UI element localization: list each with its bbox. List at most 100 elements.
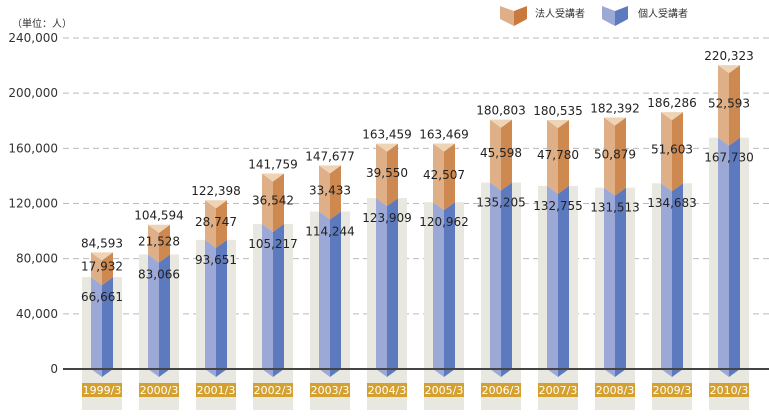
legend-item-corporate: 法人受講者 bbox=[500, 6, 585, 26]
bar-cap bbox=[376, 143, 398, 152]
bar-cap bbox=[262, 173, 284, 182]
bar-cap bbox=[91, 252, 113, 261]
bar-corporate-right bbox=[387, 143, 398, 207]
bar-individual-right bbox=[330, 211, 341, 377]
bar-individual-right bbox=[387, 198, 398, 377]
total-label: 163,469 bbox=[419, 128, 469, 142]
bar-individual-left bbox=[262, 223, 273, 377]
bar-cap bbox=[604, 117, 626, 126]
category-label: 2002/3 bbox=[254, 384, 293, 397]
bar-individual-right bbox=[729, 137, 740, 377]
bar-corporate-left bbox=[718, 65, 729, 146]
corporate-value-label: 33,433 bbox=[309, 183, 351, 197]
corporate-value-label: 21,528 bbox=[138, 235, 180, 249]
bar-corporate-right bbox=[330, 165, 341, 220]
bar-individual-left bbox=[718, 137, 729, 377]
corporate-value-label: 42,507 bbox=[423, 168, 465, 182]
bar-corporate-right bbox=[444, 143, 455, 211]
total-label: 220,323 bbox=[704, 49, 754, 63]
category-label-bg bbox=[538, 383, 578, 397]
unit-label: （単位：人） bbox=[12, 17, 72, 30]
category-label-bg bbox=[310, 383, 350, 397]
corporate-value-label: 39,550 bbox=[366, 166, 408, 180]
legend-label-corporate: 法人受講者 bbox=[535, 7, 585, 20]
total-label: 84,593 bbox=[81, 236, 123, 250]
individual-value-label: 135,205 bbox=[476, 196, 526, 210]
bar-corporate-left bbox=[91, 252, 102, 286]
bar-cap bbox=[148, 224, 170, 233]
corporate-value-label: 52,593 bbox=[708, 96, 750, 110]
bar-corporate-left bbox=[376, 143, 387, 207]
legend-label-individual: 個人受講者 bbox=[638, 7, 688, 20]
corporate-value-label: 28,747 bbox=[195, 215, 237, 229]
total-label: 122,398 bbox=[191, 184, 241, 198]
bar-individual-right bbox=[444, 202, 455, 377]
category-label: 2005/3 bbox=[425, 384, 464, 397]
category-label: 2006/3 bbox=[482, 384, 521, 397]
bar-corporate-left bbox=[604, 117, 615, 196]
bar-corporate-right bbox=[159, 224, 170, 263]
individual-value-label: 134,683 bbox=[647, 196, 697, 210]
bar-individual-left bbox=[490, 182, 501, 377]
individual-value-label: 167,730 bbox=[704, 151, 754, 165]
category-label-bg bbox=[481, 383, 521, 397]
bar-corporate-left bbox=[262, 173, 273, 232]
corporate-value-label: 47,780 bbox=[537, 148, 579, 162]
category-label-bg bbox=[196, 383, 236, 397]
individual-value-label: 66,661 bbox=[81, 290, 123, 304]
total-label: 182,392 bbox=[590, 101, 640, 115]
bar-individual-left bbox=[91, 277, 102, 377]
y-tick-label: 120,000 bbox=[8, 197, 58, 211]
legend: 法人受講者 個人受講者 bbox=[500, 6, 688, 26]
bar-corporate-left bbox=[490, 119, 501, 191]
total-label: 141,759 bbox=[248, 157, 298, 171]
category-label-bg bbox=[82, 383, 122, 397]
bar-corporate-left bbox=[205, 200, 216, 248]
grid bbox=[63, 37, 769, 315]
total-label: 180,535 bbox=[533, 104, 583, 118]
bar-individual-left bbox=[547, 185, 558, 377]
bar-corporate-left bbox=[661, 112, 672, 192]
bar-individual-right bbox=[615, 187, 626, 377]
category-label-bg bbox=[253, 383, 293, 397]
individual-value-label: 105,217 bbox=[248, 237, 298, 251]
bar-corporate-left bbox=[148, 224, 159, 263]
corporate-value-label: 45,598 bbox=[480, 146, 522, 160]
bar-individual-left bbox=[604, 187, 615, 377]
bar-cap bbox=[433, 143, 455, 152]
category-label-bg bbox=[595, 383, 635, 397]
individual-value-label: 83,066 bbox=[138, 267, 180, 281]
total-label: 147,677 bbox=[305, 149, 355, 163]
total-label: 186,286 bbox=[647, 96, 697, 110]
category-label: 2000/3 bbox=[140, 384, 179, 397]
bar-corporate-right bbox=[501, 119, 512, 191]
bar-individual-right bbox=[159, 254, 170, 377]
corporate-value-label: 36,542 bbox=[252, 194, 294, 208]
category-label: 2010/3 bbox=[710, 384, 749, 397]
legend-item-individual: 個人受講者 bbox=[602, 6, 688, 26]
bar-individual-left bbox=[319, 211, 330, 377]
bar-individual-left bbox=[376, 198, 387, 377]
bar-cap bbox=[547, 120, 569, 129]
y-tick-label: 0 bbox=[50, 362, 58, 376]
bars bbox=[91, 65, 740, 377]
bar-corporate-right bbox=[216, 200, 227, 248]
bar-corporate-right bbox=[102, 252, 113, 286]
corporate-value-label: 17,932 bbox=[81, 260, 123, 274]
category-label-bg bbox=[367, 383, 407, 397]
category-label: 2009/3 bbox=[653, 384, 692, 397]
individual-value-label: 131,513 bbox=[590, 201, 640, 215]
bar-individual-right bbox=[273, 223, 284, 377]
bar-cap bbox=[490, 119, 512, 128]
category-label: 2004/3 bbox=[368, 384, 407, 397]
y-tick-label: 40,000 bbox=[16, 307, 58, 321]
total-label: 104,594 bbox=[134, 209, 184, 223]
bar-individual-left bbox=[433, 202, 444, 377]
bar-individual-left bbox=[661, 183, 672, 377]
category-label-bg bbox=[139, 383, 179, 397]
category-label: 2001/3 bbox=[197, 384, 236, 397]
category-label: 2003/3 bbox=[311, 384, 350, 397]
bar-corporate-left bbox=[319, 165, 330, 220]
bar-individual-right bbox=[102, 277, 113, 377]
